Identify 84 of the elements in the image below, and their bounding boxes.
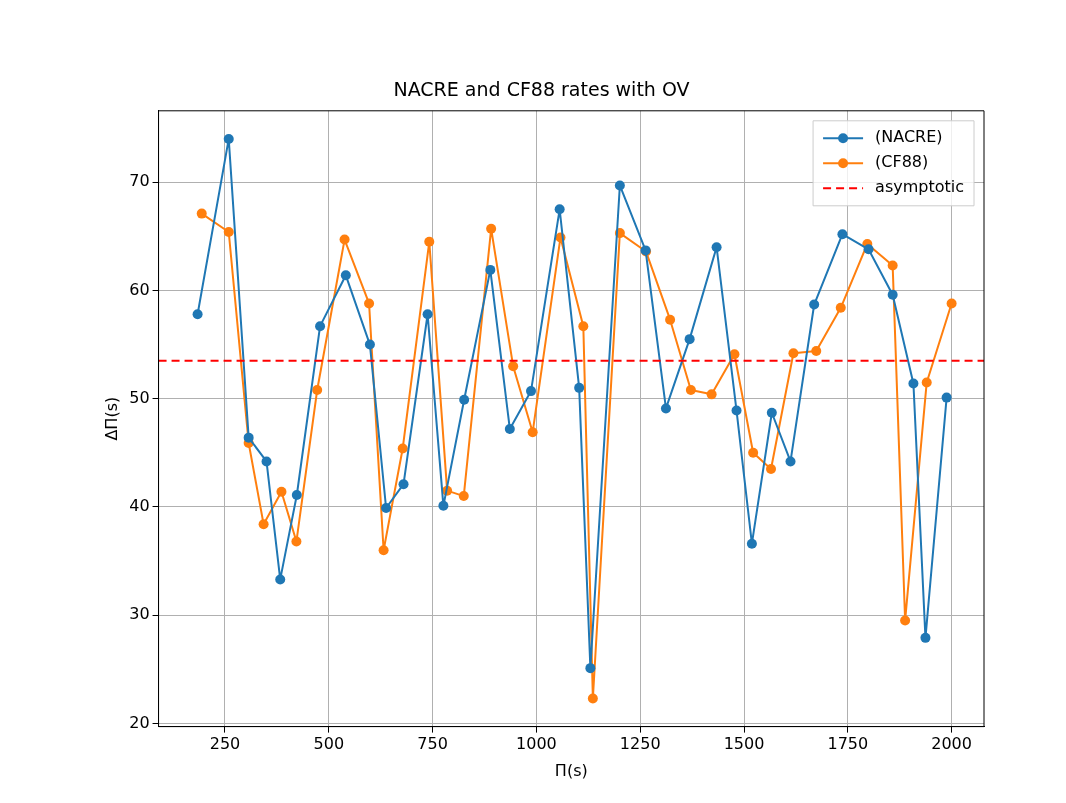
point — [223, 227, 234, 238]
point — [438, 500, 449, 511]
point — [748, 447, 759, 458]
point — [485, 264, 496, 275]
point — [378, 545, 389, 556]
legend-label: asymptotic — [875, 177, 965, 197]
point — [526, 386, 536, 397]
point — [731, 405, 742, 416]
point — [706, 389, 717, 400]
point — [381, 502, 392, 513]
point — [364, 298, 375, 309]
point — [587, 693, 598, 704]
point — [223, 133, 234, 144]
y-tick-label: 70 — [129, 171, 150, 191]
point — [685, 385, 696, 396]
x-tick-label: 1250 — [619, 734, 661, 754]
y-tick-label: 60 — [129, 279, 150, 299]
point — [920, 632, 931, 643]
x-tick-label: 1500 — [723, 734, 765, 754]
y-tick-label: 30 — [129, 604, 150, 624]
point — [585, 663, 596, 674]
point — [766, 407, 777, 418]
point — [192, 309, 203, 320]
point — [291, 536, 302, 547]
point — [887, 260, 898, 271]
point — [788, 348, 799, 359]
point — [340, 270, 351, 281]
point — [665, 314, 676, 325]
x-tick-label: 250 — [209, 734, 241, 754]
point — [941, 392, 952, 403]
point — [746, 538, 757, 549]
point — [527, 427, 538, 438]
point — [785, 456, 796, 467]
point — [900, 615, 911, 626]
point — [908, 378, 919, 389]
point — [811, 346, 822, 357]
point — [486, 223, 497, 234]
point — [459, 394, 470, 405]
point — [837, 229, 848, 240]
point — [258, 519, 269, 530]
point — [276, 486, 287, 497]
point — [574, 382, 585, 393]
point — [614, 180, 625, 191]
point — [315, 321, 326, 332]
y-tick-label: 50 — [129, 387, 150, 407]
x-axis-title: Π(s) — [554, 760, 588, 780]
point — [809, 299, 820, 310]
legend-label: (NACRE) — [875, 127, 943, 147]
x-tick-label: 750 — [417, 734, 448, 754]
point — [422, 309, 433, 320]
point — [684, 334, 695, 345]
point — [863, 244, 874, 255]
point — [835, 302, 846, 313]
point — [508, 361, 519, 372]
x-tick-label: 500 — [313, 734, 345, 754]
point — [766, 464, 776, 475]
point — [397, 443, 408, 454]
point — [291, 490, 302, 500]
x-tick-label: 1000 — [516, 734, 557, 754]
y-axis-title: ΔΠ(s) — [101, 396, 121, 441]
point — [458, 491, 469, 502]
point — [887, 289, 898, 300]
y-tick-label: 20 — [129, 712, 150, 732]
legend-label: (CF88) — [875, 152, 929, 172]
chart-title: NACRE and CF88 rates with OV — [393, 78, 690, 101]
x-tick-label: 1750 — [827, 734, 869, 754]
point — [424, 236, 435, 247]
y-tick-label: 40 — [129, 496, 150, 516]
point — [275, 574, 286, 585]
point — [946, 298, 957, 309]
point — [504, 423, 515, 434]
point — [711, 242, 722, 253]
point — [196, 208, 207, 219]
point — [554, 204, 565, 215]
point — [364, 339, 375, 350]
point — [243, 432, 254, 443]
point — [398, 479, 409, 490]
point — [921, 377, 932, 388]
point — [660, 403, 671, 414]
point — [578, 321, 589, 332]
point — [261, 456, 272, 467]
point — [339, 234, 350, 245]
point — [312, 385, 323, 396]
x-tick-label: 2000 — [931, 734, 972, 754]
